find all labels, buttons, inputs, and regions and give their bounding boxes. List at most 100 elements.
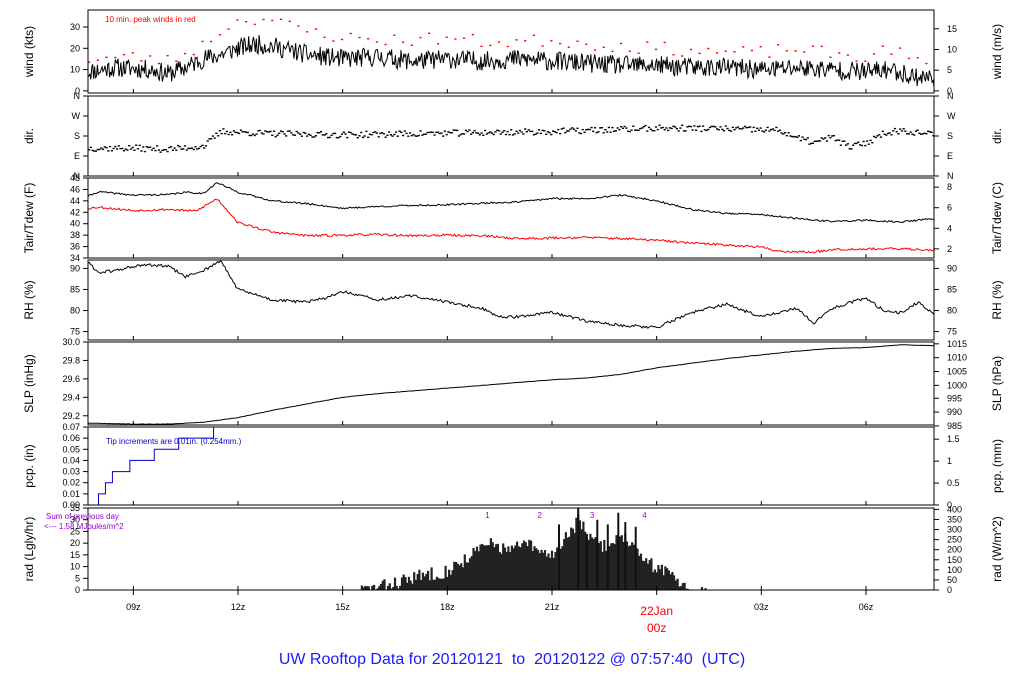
- temp-y2tick-label: 2: [947, 244, 952, 254]
- dir-point: [785, 135, 788, 137]
- dir-y2tick-label: W: [947, 111, 956, 121]
- wind-point: [567, 46, 570, 48]
- dir-point: [368, 133, 371, 135]
- dir-point: [447, 131, 450, 133]
- dir-point: [565, 130, 569, 132]
- wind-ytick-label: 20: [70, 43, 80, 53]
- dir-point: [243, 131, 246, 133]
- dir-point: [136, 148, 139, 150]
- dir-point: [382, 133, 385, 135]
- dir-point: [122, 150, 126, 152]
- dir-point: [607, 126, 610, 129]
- wind-point: [829, 56, 832, 58]
- wind-point: [175, 60, 178, 62]
- dir-point: [232, 130, 235, 132]
- dir-point: [306, 135, 309, 137]
- dir-point: [321, 134, 324, 136]
- dir-point: [110, 150, 113, 152]
- dir-point: [349, 131, 352, 134]
- wind-point: [306, 31, 309, 33]
- dir-point: [885, 134, 888, 136]
- pcp-ytick-label: 0.01: [62, 489, 80, 499]
- rh-y2tick-label: 80: [947, 306, 957, 316]
- dir-point: [911, 133, 914, 135]
- dir-point: [194, 146, 197, 148]
- dir-point: [409, 132, 412, 134]
- wind-point: [785, 50, 788, 52]
- dir-point: [208, 138, 211, 140]
- dir-point: [599, 127, 602, 129]
- dir-point: [180, 148, 183, 150]
- dir-point: [545, 133, 548, 135]
- wind-point: [768, 56, 771, 58]
- dir-point: [749, 126, 752, 128]
- wind-y2tick-label: 10: [947, 44, 957, 54]
- slp-ytick-label: 29.2: [62, 411, 80, 421]
- dir-point: [442, 135, 445, 137]
- dir-point: [438, 132, 441, 135]
- dir-point: [930, 131, 933, 133]
- dir-point: [422, 133, 426, 135]
- wind-point: [820, 45, 823, 48]
- dir-point: [625, 127, 628, 129]
- temp-ytick-label: 44: [70, 196, 80, 206]
- dir-point: [791, 135, 794, 138]
- dir-point: [654, 126, 658, 128]
- dir-point: [239, 129, 242, 131]
- rh-ytick-label: 90: [70, 263, 80, 273]
- dir-point: [475, 132, 478, 134]
- dir-point: [402, 134, 405, 137]
- dir-point: [766, 126, 769, 129]
- dir-point: [719, 126, 722, 128]
- dir-point: [253, 134, 256, 137]
- wind-point: [593, 49, 597, 51]
- dir-point: [866, 140, 869, 142]
- dir-point: [852, 144, 855, 146]
- dir-point: [632, 125, 635, 127]
- dir-point: [412, 133, 415, 136]
- dir-point: [342, 131, 345, 133]
- dir-point: [684, 130, 687, 132]
- dir-point: [681, 124, 684, 126]
- dir-point: [817, 140, 820, 142]
- dir-point: [818, 140, 822, 142]
- dir-point: [504, 133, 508, 136]
- pcp-y2tick-label: 0: [947, 500, 952, 510]
- wind-point: [811, 45, 815, 47]
- dir-point: [133, 149, 136, 151]
- time-label: 09z: [126, 602, 141, 612]
- wind-point: [253, 23, 256, 26]
- dir-point: [129, 148, 133, 150]
- dir-point: [473, 130, 476, 132]
- wind-point: [846, 54, 849, 56]
- dir-point: [731, 126, 734, 129]
- dir-point: [712, 125, 715, 128]
- dir-point: [562, 127, 565, 129]
- dir-point: [152, 147, 155, 149]
- dir-point: [161, 149, 164, 152]
- wind-point: [855, 60, 858, 62]
- dir-point: [593, 127, 597, 129]
- wind-point: [838, 52, 841, 54]
- wind-point: [689, 48, 692, 51]
- dir-point: [525, 131, 528, 133]
- wind-point: [384, 43, 387, 46]
- dir-point: [698, 125, 701, 127]
- dir-point: [688, 125, 691, 127]
- dir-point: [700, 130, 703, 133]
- dir-point: [569, 128, 572, 130]
- dir-point: [339, 135, 342, 138]
- dir-point: [724, 125, 727, 127]
- dir-point: [281, 131, 284, 133]
- dir-point: [592, 130, 595, 133]
- dir-point: [384, 136, 387, 138]
- dir-y2label: dir.: [990, 128, 1004, 144]
- dir-point: [236, 131, 239, 134]
- rad-y2tick-label: 250: [947, 535, 962, 545]
- dir-point: [346, 136, 349, 139]
- dir-point: [686, 126, 689, 128]
- slp-ylabel: SLP (inHg): [22, 354, 36, 412]
- dir-point: [107, 150, 110, 152]
- wind-point: [585, 43, 588, 45]
